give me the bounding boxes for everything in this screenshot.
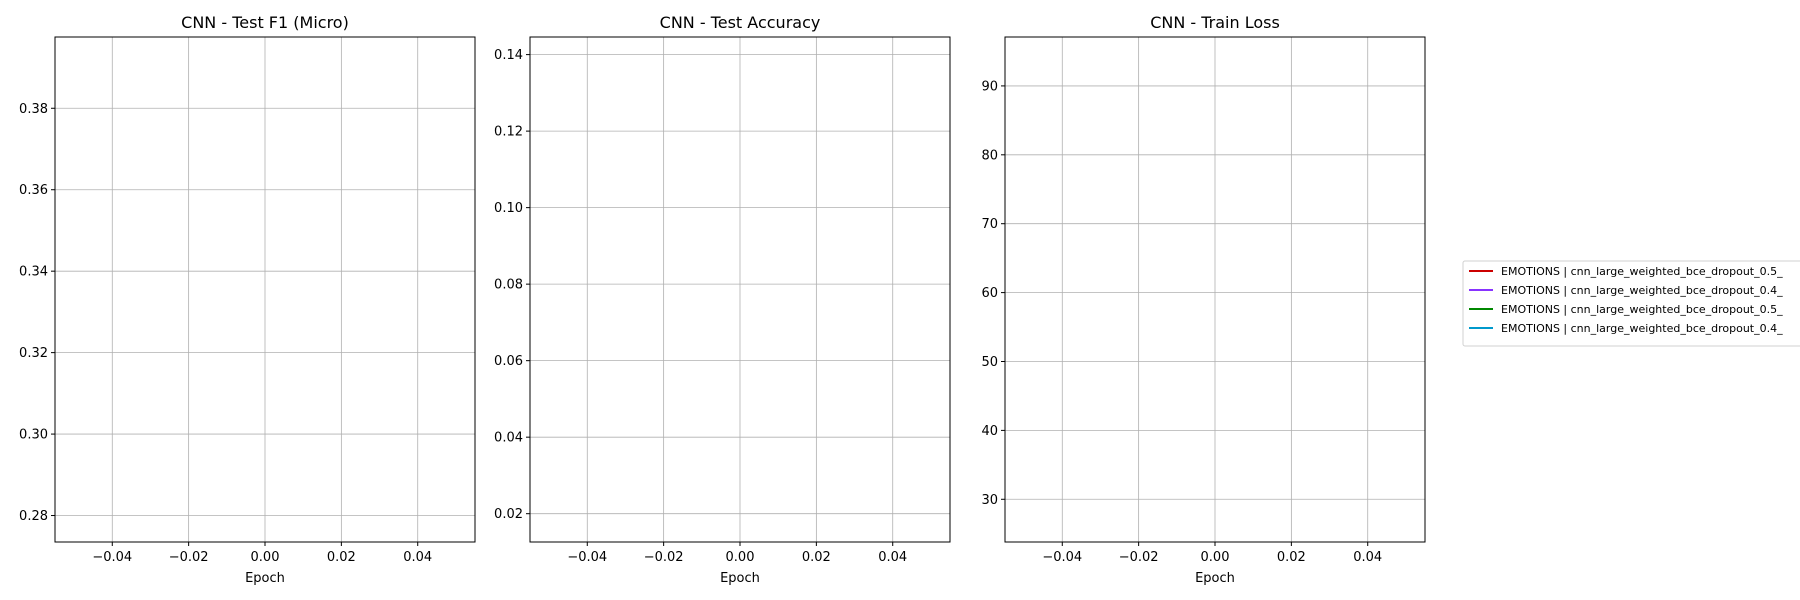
subplot-2: −0.04 −0.02 0.00 0.02 0.04 0.02 0.04 0.06 0.08 0.… — [494, 13, 951, 586]
x-tick-label: 0.04 — [403, 550, 432, 565]
x-tick-label: 0.02 — [802, 550, 831, 565]
x-tick-label: −0.02 — [644, 550, 684, 565]
legend-label: EMOTIONS | cnn_large_weighted_bce_dropou… — [1501, 265, 1783, 278]
y-tick-label: 0.30 — [19, 428, 48, 443]
y-tick-label: 60 — [981, 286, 998, 301]
y-tick-label: 0.12 — [494, 125, 523, 140]
legend-entry: EMOTIONS | cnn_large_weighted_bce_dropou… — [1469, 265, 1783, 278]
x-tick-label: −0.04 — [1042, 550, 1082, 565]
y-tick-label: 0.04 — [494, 431, 523, 446]
y-tick-label: 70 — [981, 217, 998, 232]
y-tick-label: 0.36 — [19, 183, 48, 198]
x-tick-label: −0.04 — [567, 550, 607, 565]
x-tick-label: 0.04 — [878, 550, 907, 565]
x-tick-label: −0.02 — [169, 550, 209, 565]
legend-box — [1462, 260, 1800, 347]
y-tick-label: 0.02 — [494, 507, 523, 522]
x-tick-label: −0.02 — [1119, 550, 1159, 565]
x-tick-label: −0.04 — [92, 550, 132, 565]
y-tick-label: 0.32 — [19, 346, 48, 361]
x-tick-label: 0.02 — [1277, 550, 1306, 565]
y-tick-label: 80 — [981, 148, 998, 163]
legend: EMOTIONS | cnn_large_weighted_bce_dropou… — [1462, 260, 1800, 347]
x-axis-label: Epoch — [720, 571, 760, 586]
legend-entry: EMOTIONS | cnn_large_weighted_bce_dropou… — [1469, 303, 1783, 316]
y-tick-label: 0.38 — [19, 102, 48, 117]
x-tick-label: 0.00 — [251, 550, 280, 565]
subplot-3: −0.04 −0.02 0.00 0.02 0.04 30 40 50 60 70 80 90 CNN … — [981, 13, 1426, 586]
legend-entry: EMOTIONS | cnn_large_weighted_bce_dropou… — [1469, 322, 1783, 335]
legend-label: EMOTIONS | cnn_large_weighted_bce_dropou… — [1501, 303, 1783, 316]
x-tick-label: 0.04 — [1353, 550, 1382, 565]
subplot-1: −0.04 −0.02 0.00 0.02 0.04 0.28 0.30 0.32 0.34 0.… — [19, 13, 476, 586]
x-axis-label: Epoch — [245, 571, 285, 586]
y-tick-label: 40 — [981, 424, 998, 439]
subplot-title: CNN - Test F1 (Micro) — [181, 13, 349, 32]
y-tick-label: 0.34 — [19, 265, 48, 280]
y-tick-label: 30 — [981, 493, 998, 508]
subplot-title: CNN - Test Accuracy — [660, 13, 821, 32]
x-axis-label: Epoch — [1195, 571, 1235, 586]
subplot-title: CNN - Train Loss — [1150, 13, 1280, 32]
y-tick-label: 0.14 — [494, 48, 523, 63]
y-tick-label: 0.10 — [494, 201, 523, 216]
x-tick-label: 0.00 — [726, 550, 755, 565]
x-tick-label: 0.02 — [327, 550, 356, 565]
y-tick-label: 0.06 — [494, 354, 523, 369]
y-tick-label: 90 — [981, 79, 998, 94]
legend-label: EMOTIONS | cnn_large_weighted_bce_dropou… — [1501, 284, 1783, 297]
legend-entry: EMOTIONS | cnn_large_weighted_bce_dropou… — [1469, 284, 1783, 297]
legend-label: EMOTIONS | cnn_large_weighted_bce_dropou… — [1501, 322, 1783, 335]
y-tick-label: 50 — [981, 355, 998, 370]
x-tick-label: 0.00 — [1201, 550, 1230, 565]
subplots: −0.04 −0.02 0.00 0.02 0.04 0.28 0.30 0.32 0.34 0.… — [19, 13, 1426, 586]
y-tick-label: 0.08 — [494, 278, 523, 293]
y-tick-label: 0.28 — [19, 509, 48, 524]
